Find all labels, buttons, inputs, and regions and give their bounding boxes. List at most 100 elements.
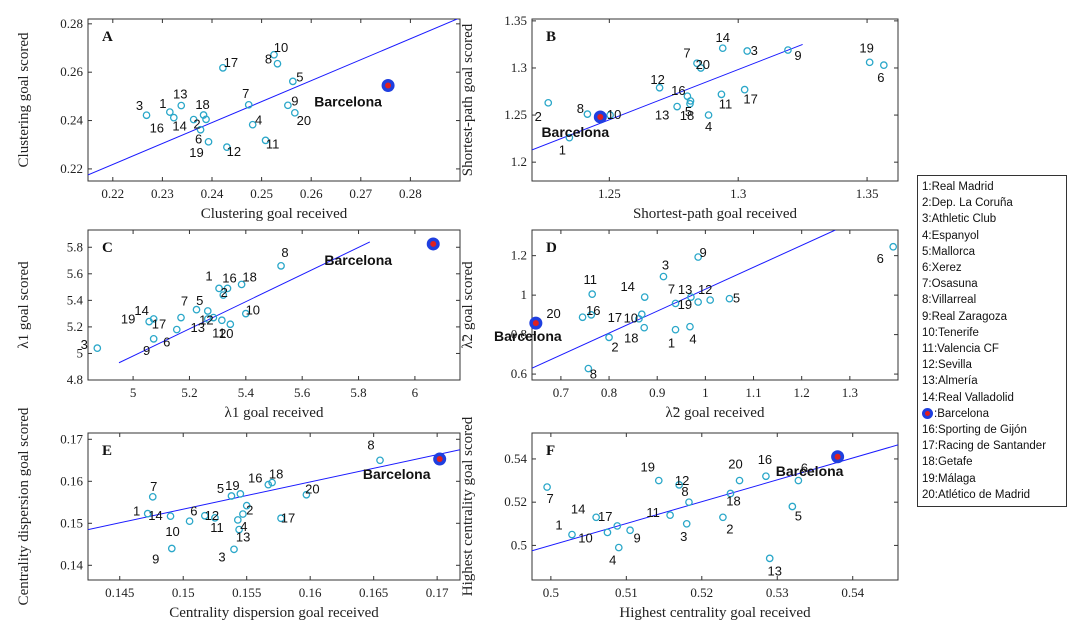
data-point-2 [605, 333, 613, 342]
data-point-9 [149, 334, 158, 343]
point-label-1: 1 [559, 143, 566, 158]
legend-item: 4:Espanyol [922, 228, 1062, 244]
plot-frame-A [87, 18, 461, 182]
y-tick-label: 0.26 [60, 64, 83, 79]
highlight-label: Barcelona [776, 463, 844, 479]
data-point-9 [284, 101, 292, 110]
legend-item: 5:Mallorca [922, 244, 1062, 260]
data-point-8 [376, 456, 384, 465]
point-label-1: 1 [205, 268, 212, 283]
x-tick-label: 5.2 [181, 385, 197, 400]
data-point-20 [302, 490, 311, 499]
point-label-20: 20 [696, 57, 710, 72]
y-axis-label: Centrality dispersion goal scored [16, 407, 32, 605]
data-point-17 [740, 85, 749, 94]
data-point-6 [196, 125, 205, 134]
point-label-14: 14 [715, 30, 729, 45]
data-point-19 [145, 317, 154, 326]
legend-item: 18:Getafe [922, 454, 1062, 470]
y-tick-label: 5 [77, 345, 84, 360]
highlight-marker-inner [597, 113, 604, 120]
legend-item: 8:Villarreal [922, 292, 1062, 308]
legend-item: 20:Atlético de Madrid [922, 487, 1062, 503]
point-label-16: 16 [671, 83, 685, 98]
point-label-6: 6 [877, 251, 884, 266]
highlight-marker-inner [430, 240, 437, 247]
data-point-6 [172, 325, 181, 334]
legend-item: 10:Tenerife [922, 325, 1062, 341]
point-label-17: 17 [743, 92, 757, 107]
data-point-20 [290, 108, 299, 117]
highlight-marker-inner [436, 456, 443, 463]
legend-item: 17:Racing de Santander [922, 438, 1062, 454]
x-tick-label: 0.54 [841, 585, 864, 600]
data-point-14 [640, 293, 649, 301]
data-point-14 [189, 115, 198, 124]
point-label-8: 8 [681, 484, 688, 499]
panel-letter-A: A [102, 29, 113, 45]
legend-item-label: 7:Osasuna [922, 278, 978, 291]
point-label-3: 3 [218, 549, 225, 564]
point-label-14: 14 [571, 501, 585, 516]
point-label-10: 10 [274, 40, 288, 55]
legend-item-label: 9:Real Zaragoza [922, 310, 1008, 323]
point-label-8: 8 [281, 245, 288, 260]
data-point-12 [675, 481, 684, 489]
data-point-1 [565, 133, 574, 142]
legend: 1:Real Madrid 2:Dep. La Coruña 3:Athletic … [917, 175, 1067, 508]
data-point-6 [889, 242, 898, 251]
legend-item-label: 17:Racing de Santander [922, 440, 1047, 453]
legend-item: 7:Osasuna [922, 276, 1062, 292]
point-label-7: 7 [668, 281, 675, 296]
x-tick-label: 5.8 [350, 385, 366, 400]
point-label-19: 19 [641, 460, 655, 475]
plot-frame-F [531, 432, 899, 581]
data-point-19 [204, 137, 213, 146]
plot-frame-C [87, 229, 461, 381]
x-tick-label: 1.35 [856, 186, 879, 201]
y-axis-label: Highest centrality goal scored [460, 416, 476, 596]
data-point-14 [592, 513, 600, 522]
legend-item-label: 1:Real Madrid [922, 181, 994, 193]
point-label-11: 11 [212, 325, 226, 340]
legend-item: 16:Sporting de Gijón [922, 422, 1062, 438]
point-label-8: 8 [367, 437, 374, 452]
data-point-5 [725, 294, 734, 303]
point-label-6: 6 [195, 132, 202, 147]
data-point-19 [865, 58, 874, 67]
x-tick-label: 0.5 [543, 585, 559, 600]
data-point-7 [244, 100, 253, 109]
fit-line-A [88, 19, 459, 176]
x-tick-label: 5 [130, 385, 137, 400]
point-label-16: 16 [248, 471, 262, 486]
legend-item: 13:Almería [922, 373, 1062, 389]
data-point-8 [685, 498, 693, 507]
x-tick-label: 0.8 [601, 385, 617, 400]
data-point-16 [762, 472, 770, 481]
point-label-5: 5 [685, 104, 692, 119]
data-point-9 [784, 46, 792, 54]
data-point-9 [626, 526, 634, 535]
data-point-1 [568, 530, 576, 539]
data-point-5 [788, 502, 797, 511]
data-point-8 [277, 261, 285, 270]
point-label-6: 6 [190, 504, 197, 519]
point-label-19: 19 [189, 145, 203, 160]
legend-item-label: 4:Espanyol [922, 229, 979, 242]
x-tick-label: 1.3 [730, 186, 746, 201]
point-label-5: 5 [795, 509, 802, 524]
point-label-12: 12 [698, 282, 712, 297]
legend-item-label: 6:Xerez [922, 262, 962, 275]
data-point-12 [706, 296, 715, 304]
x-tick-label: 0.16 [299, 585, 322, 600]
data-point-4 [686, 322, 694, 331]
data-point-5 [203, 307, 212, 315]
point-label-4: 4 [609, 553, 616, 568]
panel-B: 1.25 1.3 1.351.21.251.31.35123456789101112… [460, 13, 899, 222]
legend-item-label: 10:Tenerife [922, 326, 979, 339]
point-label-6: 6 [877, 70, 884, 85]
y-tick-label: 0.14 [60, 557, 83, 572]
data-point-20 [226, 320, 235, 329]
